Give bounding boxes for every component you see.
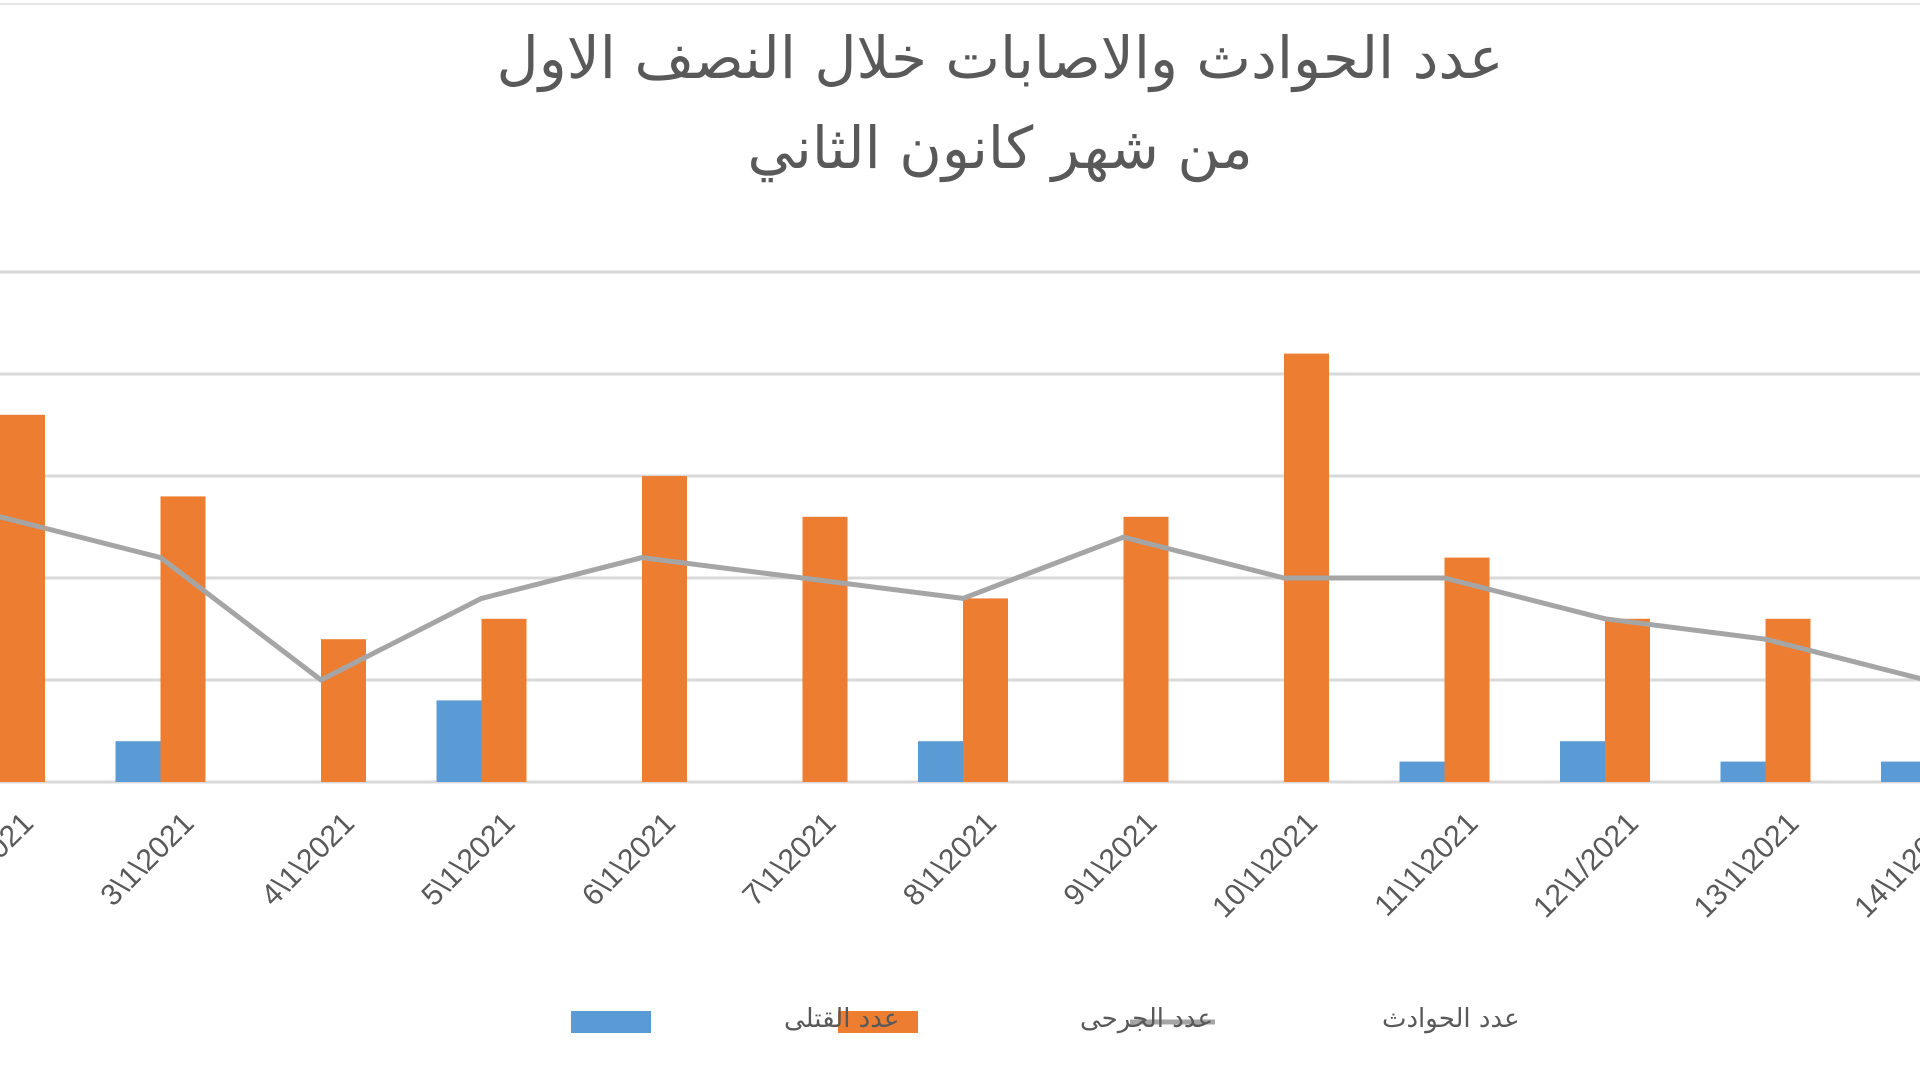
point-accidents <box>0 514 3 520</box>
x-tick-label: 14\1\2021 <box>1848 807 1920 925</box>
line-series <box>0 514 1920 683</box>
legend-item-accidents: عدد الحوادث <box>1130 1004 1520 1034</box>
x-tick-label: 9\1\2021 <box>1058 807 1164 913</box>
x-tick-label: 7\1\2021 <box>737 807 843 913</box>
legend-label: عدد الحوادث <box>1382 1004 1520 1034</box>
x-axis-tick-labels: 2\1\2021 3\1\2021 4\1\2021 5\1\2021 6\1\2021… <box>0 807 1920 925</box>
x-tick-label: 8\1\2021 <box>897 807 1003 913</box>
x-tick-label: 11\1\2021 <box>1368 807 1484 923</box>
bar-killed <box>1560 741 1605 782</box>
x-tick-label: 4\1\2021 <box>255 807 361 913</box>
bar-injured <box>642 476 687 782</box>
bars <box>0 353 1920 782</box>
x-tick-label: 13\1\2021 <box>1688 807 1806 925</box>
chart-title-line-1: عدد الحوادث والاصابات خلال النصف الاول <box>497 24 1504 93</box>
bar-injured <box>963 598 1008 782</box>
point-accidents <box>1602 616 1608 622</box>
x-tick-label: 10\1\2021 <box>1206 807 1324 925</box>
bar-injured <box>802 516 848 782</box>
x-tick-label: 2\1\2021 <box>0 807 40 913</box>
bar-injured <box>1444 557 1490 782</box>
bar-injured <box>1284 353 1329 782</box>
point-accidents <box>318 677 324 683</box>
bar-injured <box>1123 516 1169 782</box>
x-tick-label: 3\1\2021 <box>95 807 201 913</box>
x-tick-label: 5\1\2021 <box>416 807 522 913</box>
x-tick-label: 12\1/2021 <box>1527 807 1645 925</box>
point-accidents <box>1442 575 1447 581</box>
bar-killed <box>436 700 482 782</box>
bar-killed <box>918 741 963 782</box>
bar-injured <box>160 496 206 782</box>
legend-item-killed: عدد القتلى <box>571 1004 899 1034</box>
point-accidents <box>479 595 484 601</box>
x-tick-label: 6\1\2021 <box>576 807 682 913</box>
bar-killed <box>1399 761 1445 782</box>
legend-label: عدد القتلى <box>784 1004 899 1034</box>
point-accidents <box>158 555 163 561</box>
bar-injured <box>0 414 45 782</box>
point-accidents <box>1763 636 1768 642</box>
chart-title-line-2: من شهر كانون الثاني <box>747 114 1252 183</box>
bar-killed <box>1881 761 1920 782</box>
legend-item-injured: عدد الجرحى <box>838 1004 1213 1034</box>
bar-killed <box>1720 761 1766 782</box>
point-accidents <box>800 575 805 581</box>
point-accidents <box>1121 534 1126 540</box>
point-accidents <box>1281 575 1287 581</box>
bar-injured <box>1605 618 1650 782</box>
legend-swatch-bar <box>838 1011 918 1033</box>
point-accidents <box>639 555 645 561</box>
legend-label: عدد الجرحى <box>1080 1004 1213 1034</box>
legend-swatch-bar <box>571 1011 651 1033</box>
legend: عدد الحوادث عدد الجرحى عدد القتلى <box>571 1004 1520 1034</box>
point-accidents <box>960 595 966 601</box>
bar-injured <box>481 618 527 782</box>
bar-killed <box>115 741 161 782</box>
